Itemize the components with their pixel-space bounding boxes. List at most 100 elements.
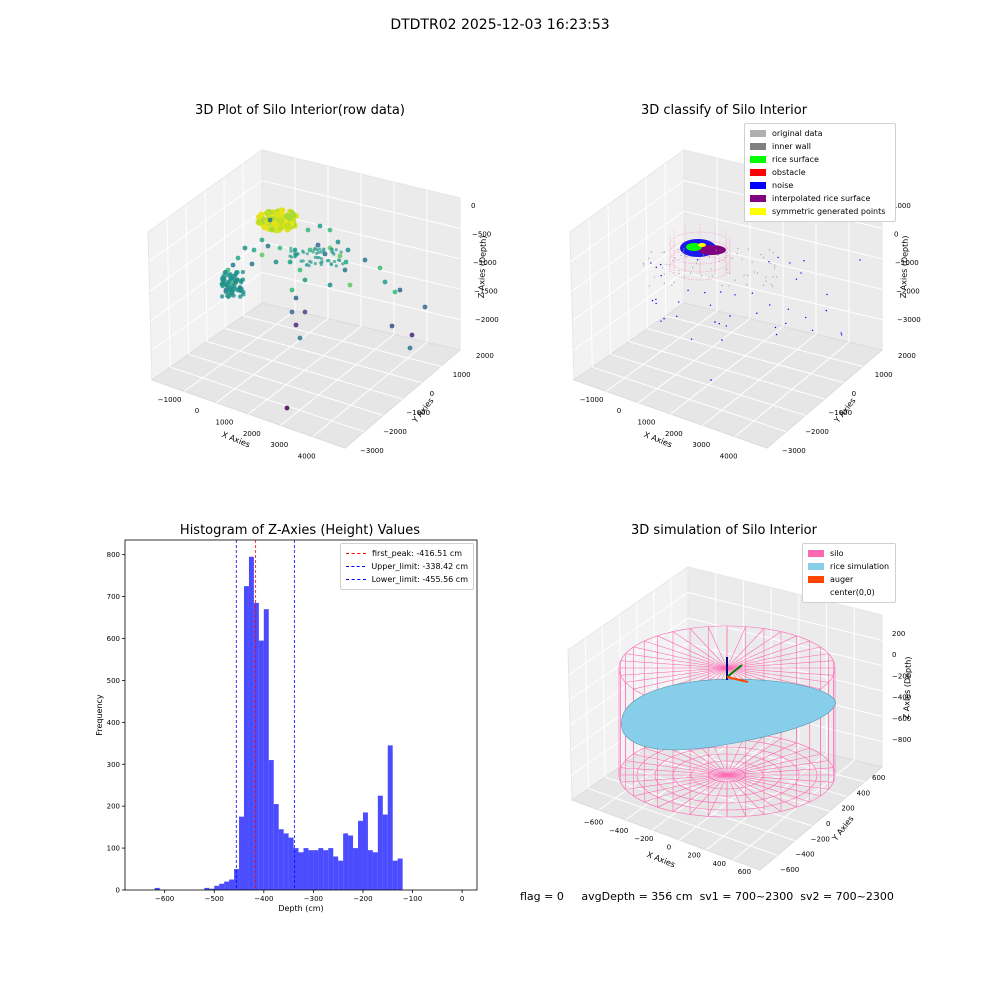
grid-line — [687, 592, 883, 641]
raw-point — [335, 239, 341, 245]
original-point — [673, 281, 675, 283]
raw-point — [232, 273, 238, 278]
original-point — [683, 248, 685, 250]
y-tick-label: 1000 — [453, 371, 471, 379]
raw-point — [241, 292, 246, 297]
raw-point — [377, 265, 383, 271]
grid-line — [148, 180, 263, 263]
raw-point — [332, 252, 336, 256]
original-point — [774, 264, 776, 266]
histogram-bar — [253, 602, 259, 890]
y-tick-label: 100 — [107, 845, 120, 853]
silo-roof-spoke — [726, 631, 782, 669]
x-tick-label: 200 — [687, 852, 700, 860]
x-tick-label: −300 — [304, 895, 323, 903]
raw-point — [228, 276, 233, 281]
x-tick-label: −400 — [254, 895, 273, 903]
original-point — [665, 263, 667, 265]
raw-point — [318, 247, 322, 251]
histogram-bar — [278, 829, 284, 890]
original-point — [734, 279, 736, 281]
y-tick-label: 0 — [826, 820, 830, 828]
silo-floor-spoke — [726, 742, 797, 776]
legend-label: original data — [772, 129, 823, 138]
raw-point — [315, 242, 321, 248]
legend-entry: symmetric generated points — [750, 205, 890, 218]
grid-line — [204, 190, 208, 342]
noise-point — [651, 299, 654, 302]
noise-point — [840, 334, 843, 336]
noise-point — [803, 260, 805, 262]
legend-label: center(0,0) — [830, 588, 875, 597]
raw-point — [343, 259, 349, 265]
x-tick-label: −1000 — [580, 396, 604, 404]
z-tick-label: 0 — [471, 202, 475, 210]
raw-point — [220, 283, 225, 289]
original-point — [690, 272, 692, 274]
x-tick-label: 3000 — [270, 441, 288, 449]
noise-point — [659, 263, 662, 266]
raw-point — [309, 260, 313, 264]
raw-point — [230, 262, 236, 268]
noise-point — [785, 322, 787, 325]
y-tick-label: 0 — [430, 390, 434, 398]
raw-point — [302, 277, 308, 283]
z-tick-label: −800 — [892, 736, 911, 744]
raw-point — [409, 332, 415, 338]
silo-roof-spoke — [633, 646, 728, 669]
original-point — [683, 250, 685, 252]
y-tick-label: 200 — [841, 805, 854, 813]
y-tick-label: −2000 — [383, 428, 407, 436]
silo-floor-spoke — [633, 774, 728, 797]
raw-point — [258, 211, 265, 218]
silo-roof-spoke — [657, 635, 728, 669]
silo-roof-spoke — [620, 667, 728, 676]
legend-entry: center(0,0) — [808, 586, 890, 599]
auger-y-arrow — [726, 664, 743, 678]
grid-line — [150, 241, 263, 322]
raw-point — [232, 277, 237, 282]
figure-title: DTDTR02 2025-12-03 16:23:53 — [390, 17, 610, 33]
panel-title-classify: 3D classify of Silo Interior — [640, 103, 808, 118]
x-tick-label: 1000 — [216, 419, 234, 427]
raw-point — [231, 293, 236, 298]
original-point — [731, 257, 733, 259]
legend-entry: first_peak: -416.51 cm — [346, 547, 468, 560]
y-tick-label: −2000 — [805, 428, 829, 436]
x-tick-label: 3000 — [692, 441, 710, 449]
raw-point — [327, 282, 333, 288]
original-point — [743, 274, 745, 276]
original-point — [756, 272, 759, 274]
y-tick-label: −600 — [780, 866, 799, 874]
raw-point — [264, 210, 271, 217]
noise-point — [769, 304, 771, 306]
grid-line — [588, 218, 593, 368]
x-axis-label: X Axies — [646, 850, 677, 869]
noise-point — [811, 329, 814, 332]
y-tick-label: 200 — [107, 803, 120, 811]
legend-label: rice simulation — [830, 562, 890, 571]
noise-point — [725, 325, 728, 327]
legend-swatch — [750, 169, 766, 176]
raw-point — [259, 252, 265, 258]
legend-swatch — [808, 563, 824, 570]
silo-floor-spoke — [726, 767, 834, 776]
original-point — [710, 268, 712, 270]
grid-line — [588, 788, 778, 856]
silo-floor-spoke — [644, 747, 728, 776]
z-tick-label: 0 — [892, 651, 896, 659]
raw-point — [362, 257, 368, 263]
original-point — [768, 249, 771, 251]
original-point — [726, 268, 728, 270]
z-tick-label: 200 — [892, 630, 905, 638]
raw-point — [261, 224, 268, 231]
x-tick-label: 1000 — [638, 419, 656, 427]
grid-line — [568, 592, 689, 676]
original-point — [747, 248, 750, 250]
y-axis-label: Y Axies — [830, 814, 856, 843]
noise-point — [777, 256, 779, 259]
sv1-value: sv1 = 700~2300 — [699, 890, 794, 903]
y-tick-label: −1000 — [406, 409, 430, 417]
raw-point — [347, 282, 353, 288]
silo-roof-spoke — [726, 628, 765, 669]
